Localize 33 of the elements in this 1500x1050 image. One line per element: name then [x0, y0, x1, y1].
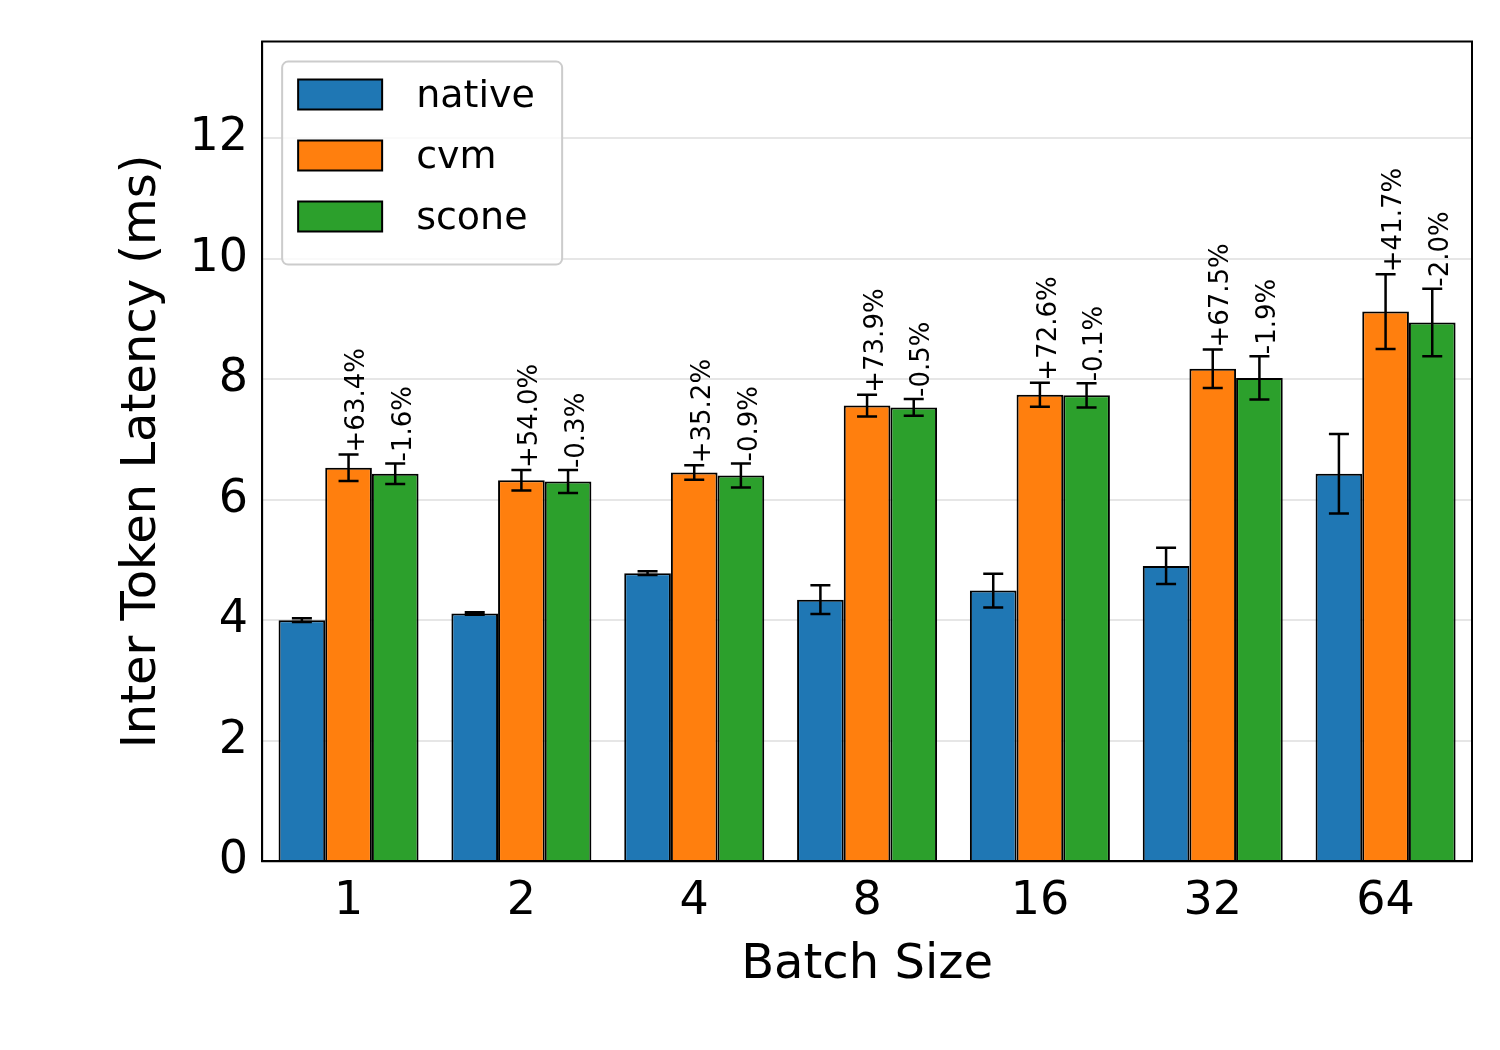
- annotation: +67.5%: [1204, 243, 1235, 348]
- y-tick-label: 8: [218, 348, 249, 403]
- annotation: -1.9%: [1251, 278, 1282, 355]
- x-tick-label: 64: [1356, 870, 1415, 925]
- x-axis-title: Batch Size: [741, 932, 993, 989]
- annotation: +73.9%: [858, 288, 889, 393]
- annotation: -0.1%: [1078, 305, 1109, 382]
- legend-label: scone: [416, 194, 528, 239]
- annotation: +72.6%: [1031, 276, 1062, 381]
- y-tick-label: 10: [189, 227, 249, 282]
- annotation: -2.0%: [1424, 211, 1454, 287]
- x-tick-label: 16: [1010, 870, 1070, 925]
- y-tick-label: 0: [218, 830, 249, 885]
- x-tick-label: 1: [333, 870, 364, 925]
- y-tick-label: 12: [189, 106, 249, 161]
- y-tick-label: 4: [218, 589, 249, 644]
- annotation: -0.3%: [559, 392, 590, 469]
- y-tick-label: 2: [218, 709, 249, 764]
- legend-label: cvm: [416, 133, 497, 178]
- annotation: -0.5%: [905, 321, 936, 397]
- annotation: +41.7%: [1377, 167, 1408, 273]
- x-tick-label: 4: [679, 870, 709, 925]
- legend-label: native: [416, 72, 535, 117]
- x-tick-label: 32: [1183, 870, 1243, 925]
- annotation: +63.4%: [340, 348, 371, 453]
- x-tick-label: 2: [506, 870, 537, 925]
- annotation: +35.2%: [685, 358, 716, 464]
- y-axis-title: Inter Token Latency (ms): [110, 154, 167, 749]
- x-tick-label: 8: [852, 870, 882, 925]
- annotation: +54.0%: [513, 363, 544, 469]
- annotation: -1.6%: [386, 386, 417, 462]
- annotation: -0.9%: [732, 386, 763, 462]
- y-tick-label: 6: [218, 468, 249, 523]
